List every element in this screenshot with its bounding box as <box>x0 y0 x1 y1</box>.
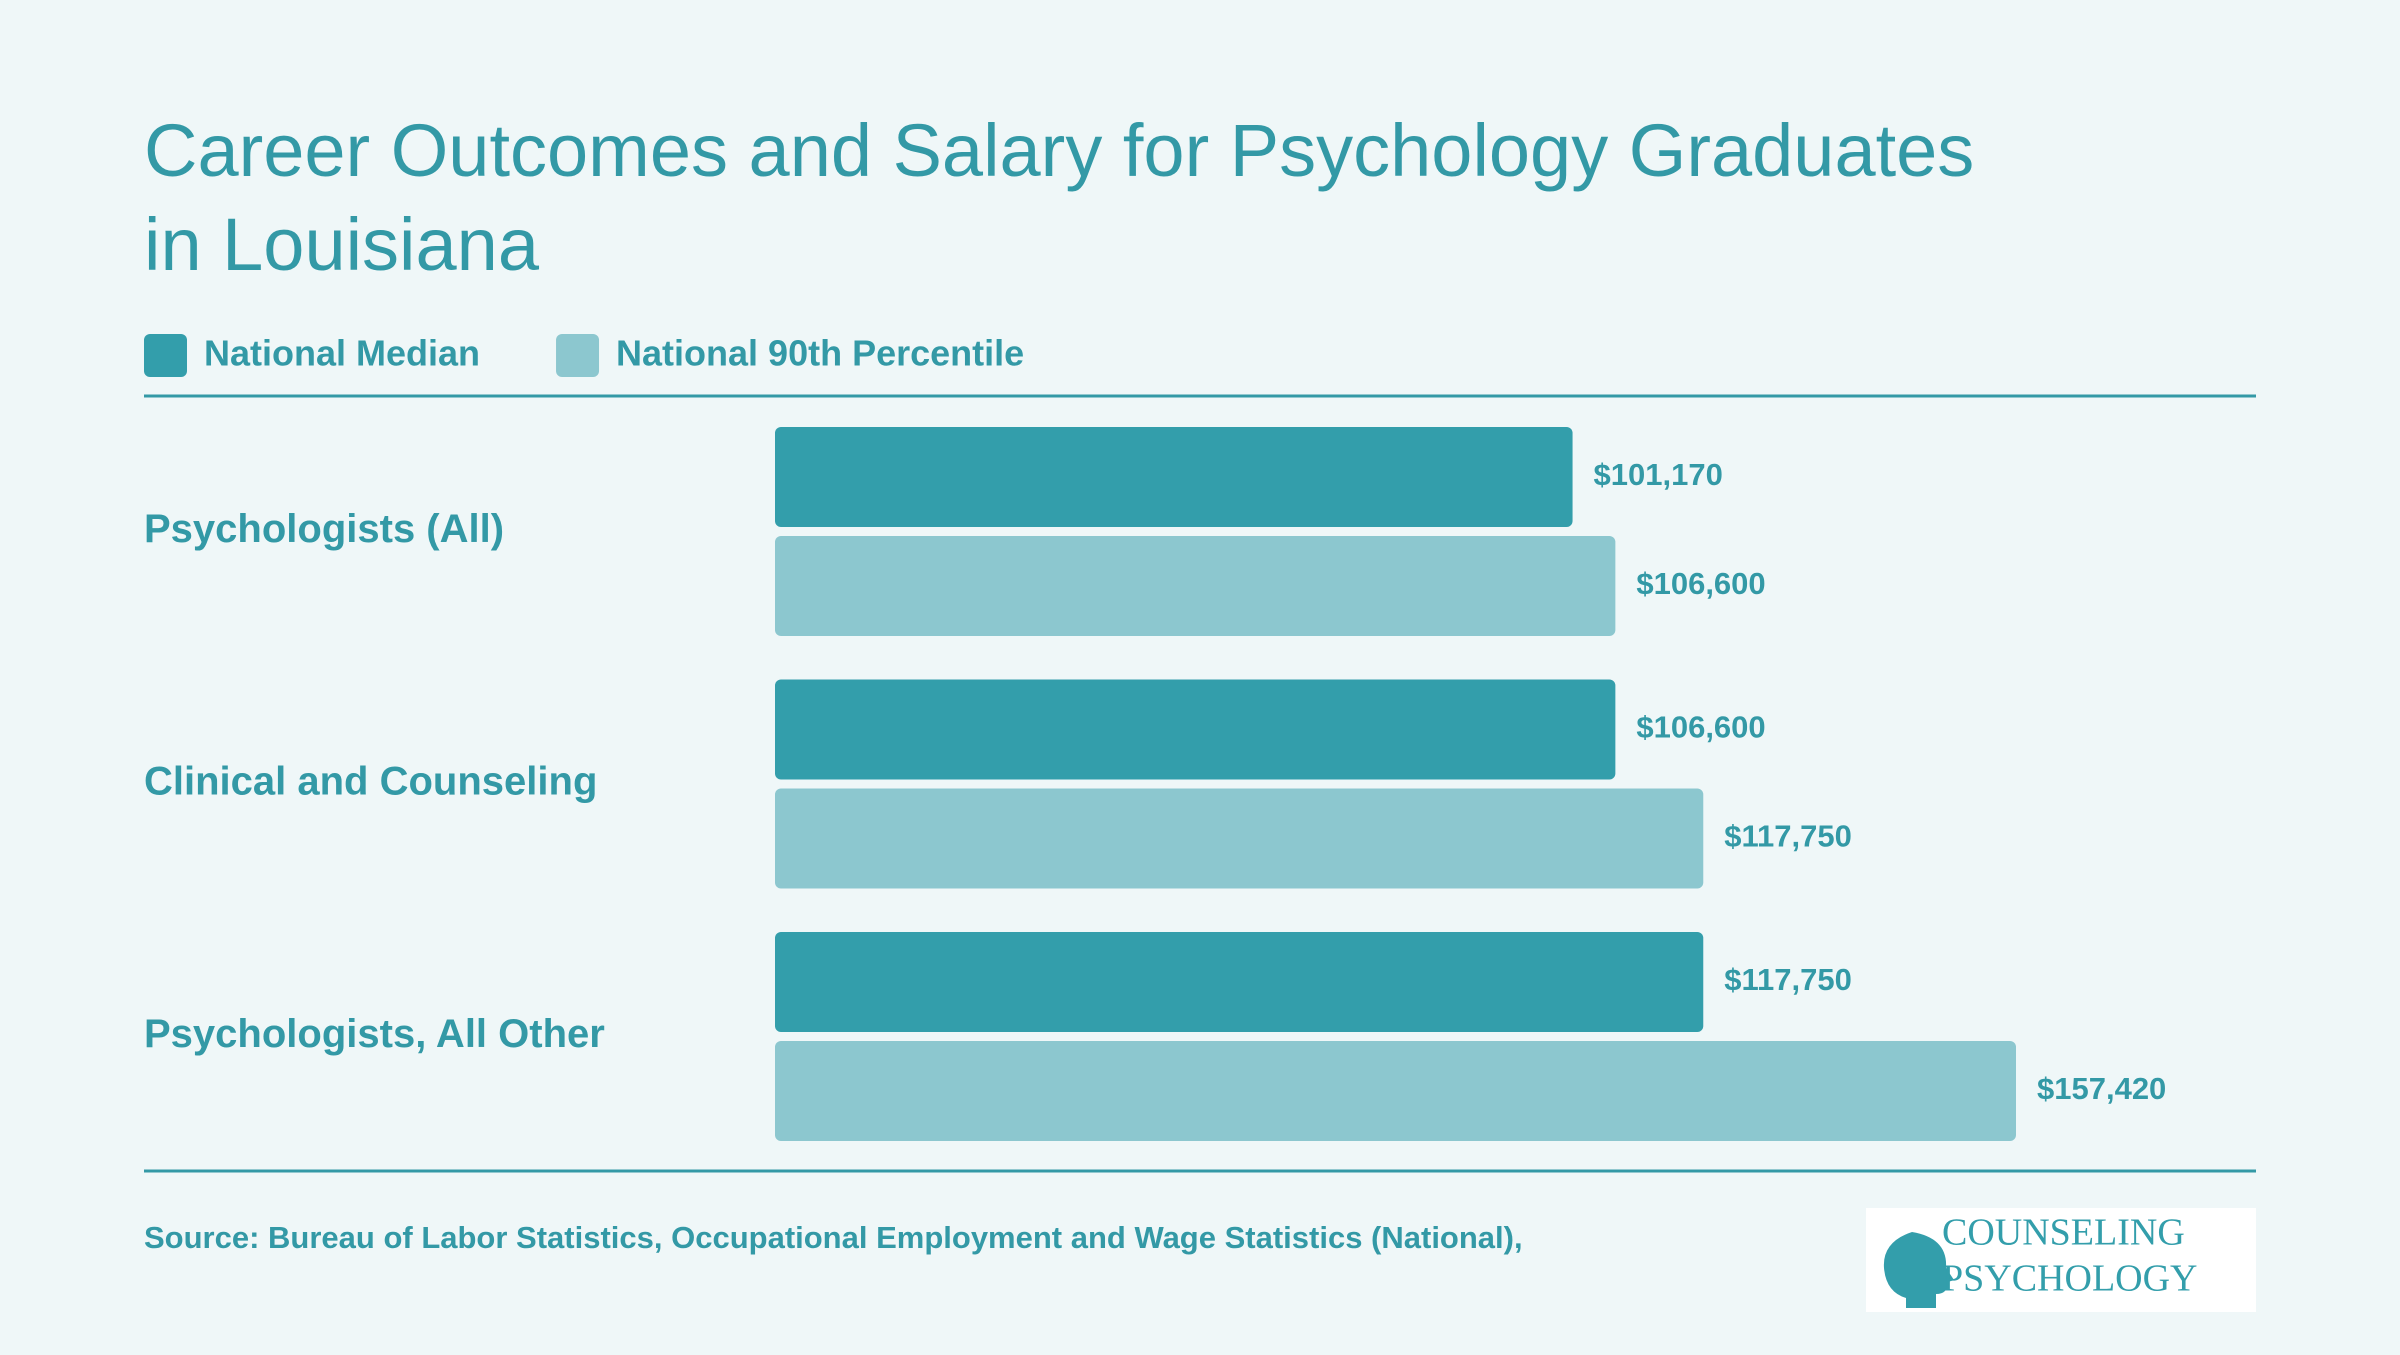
value-label: $117,750 <box>1724 819 1852 854</box>
legend-label: National Median <box>204 333 480 374</box>
legend-label: National 90th Percentile <box>616 333 1024 374</box>
logo-text: COUNSELING <box>1942 1212 2185 1254</box>
value-label: $101,170 <box>1594 457 1723 492</box>
category-label: Clinical and Counseling <box>144 760 597 804</box>
bar <box>775 679 1616 780</box>
logo-text: PSYCHOLOGY <box>1942 1258 2197 1300</box>
source-note: Source: Bureau of Labor Statistics, Occu… <box>144 1220 1523 1255</box>
legend-swatch <box>144 334 187 377</box>
category-label: Psychologists (All) <box>144 507 504 551</box>
legend-swatch <box>556 334 600 377</box>
value-label: $117,750 <box>1724 962 1852 997</box>
value-label: $106,600 <box>1636 566 1765 601</box>
bar <box>775 536 1616 636</box>
value-label: $106,600 <box>1636 710 1765 745</box>
category-label: Psychologists, All Other <box>144 1012 605 1056</box>
bar <box>775 1041 2016 1141</box>
value-label: $157,420 <box>2037 1071 2166 1106</box>
logo-icon <box>1883 1232 1954 1308</box>
bar <box>775 932 1704 1032</box>
bar <box>775 788 1704 889</box>
chart-title: Career Outcomes and Salary for Psycholog… <box>144 109 1974 286</box>
bar <box>775 427 1573 527</box>
